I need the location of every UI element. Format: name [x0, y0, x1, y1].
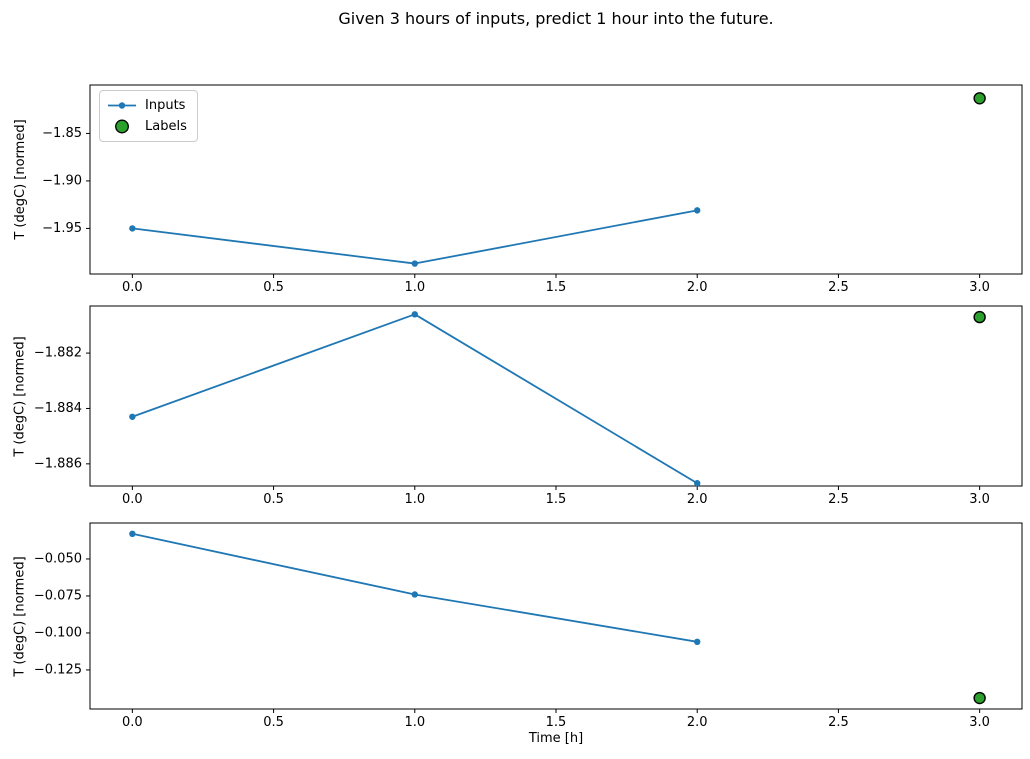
input-point-marker: [694, 638, 701, 646]
y-tick-label: −1.886: [34, 456, 82, 471]
y-tick-label: −0.100: [34, 625, 82, 640]
input-point-marker: [129, 530, 136, 538]
y-tick-label: −1.882: [34, 346, 82, 361]
axes-spines: [89, 84, 1023, 275]
x-tick-label: 1.5: [546, 492, 567, 507]
y-tick-label: −1.95: [42, 221, 82, 236]
input-point-marker: [694, 207, 701, 214]
labels-marker-icon: [115, 119, 129, 134]
axes-spines: [89, 522, 1023, 710]
x-tick-label: 0.0: [122, 492, 143, 507]
y-axis-label-bottom: T (degC) [normed]: [12, 556, 28, 677]
x-tick-label: 0.5: [263, 280, 284, 295]
legend-label-inputs: Inputs: [145, 98, 186, 113]
label-point-marker: [973, 92, 986, 105]
x-tick-label: 1.5: [546, 715, 567, 730]
inputs-line-icon: [108, 102, 136, 109]
input-point-marker: [411, 260, 418, 267]
input-point-marker: [129, 413, 136, 420]
label-point-marker: [973, 691, 986, 705]
y-tick-label: −0.050: [34, 551, 82, 566]
x-tick-label: 2.0: [687, 715, 708, 730]
x-tick-label: 0.0: [122, 715, 143, 730]
subplot-0: 0.0 0.5 1.0 1.5 2.0 2.5 3.0 −1.85 −1.90 −1.95: [42, 84, 1023, 295]
legend-entry-inputs: Inputs: [107, 95, 187, 116]
label-point-marker: [973, 310, 986, 324]
y-tick-label: −1.90: [42, 173, 82, 188]
inputs-line: [131, 313, 699, 485]
input-point-marker: [411, 591, 418, 598]
x-tick-label: 3.0: [969, 492, 990, 507]
legend: Inputs Labels: [99, 90, 198, 142]
x-tick-label: 0.5: [263, 715, 284, 730]
input-point-marker: [129, 225, 136, 232]
figure-title: Given 3 hours of inputs, predict 1 hour …: [338, 9, 774, 28]
x-tick-label: 2.5: [828, 492, 849, 507]
legend-label-labels: Labels: [145, 119, 187, 134]
y-tick-label: −1.85: [42, 126, 82, 141]
x-tick-label: 0.0: [122, 280, 143, 295]
legend-entry-labels: Labels: [107, 116, 187, 137]
y-axis-label-top: T (degC) [normed]: [13, 119, 28, 240]
y-tick-label: −0.125: [34, 662, 82, 677]
x-tick-label: 1.5: [546, 280, 567, 295]
x-tick-label: 2.5: [828, 715, 849, 730]
x-tick-label: 2.0: [687, 492, 708, 507]
x-tick-label: 1.0: [404, 492, 425, 507]
x-tick-label: 0.5: [263, 492, 284, 507]
subplot-1: 0.0 0.5 1.0 1.5 2.0 2.5 3.0 −1.882 −1.884 −1.886: [34, 305, 1023, 507]
x-tick-label: 2.0: [687, 280, 708, 295]
x-tick-label: 3.0: [969, 280, 990, 295]
subplot-2: 0.0 0.5 1.0 1.5 2.0 2.5 3.0 −0.050 −0.075 −0.100 −…: [34, 522, 1023, 730]
y-tick-label: −1.884: [34, 401, 82, 416]
axes-spines: [89, 305, 1023, 487]
y-tick-label: −0.075: [34, 588, 82, 603]
input-point-marker: [694, 480, 701, 487]
x-tick-label: 3.0: [969, 715, 990, 730]
x-tick-label: 2.5: [828, 280, 849, 295]
inputs-line: [131, 209, 699, 265]
input-point-marker: [411, 311, 418, 318]
x-axis-label: Time [h]: [528, 731, 584, 746]
inputs-line: [131, 532, 699, 643]
y-axis-label-middle: T (degC) [normed]: [12, 336, 28, 457]
x-tick-label: 1.0: [404, 715, 425, 730]
x-tick-label: 1.0: [404, 280, 425, 295]
